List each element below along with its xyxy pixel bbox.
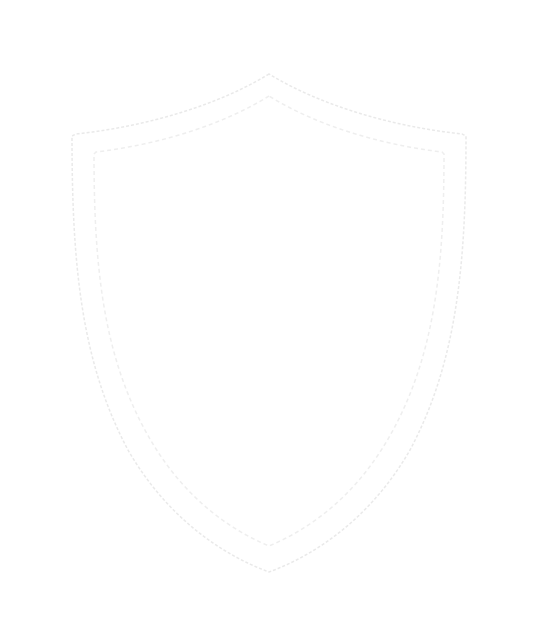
shield-inner-outline <box>93 95 445 547</box>
